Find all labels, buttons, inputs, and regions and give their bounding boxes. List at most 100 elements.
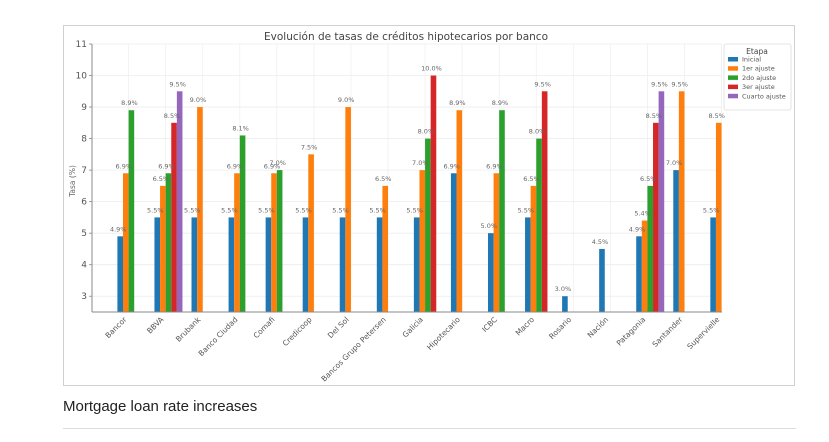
grid <box>92 43 722 312</box>
y-tick-label: 5 <box>81 229 87 239</box>
x-tick-label: Bancos Grupo Petersen <box>319 315 388 384</box>
bar-del-sol-0 <box>339 217 346 312</box>
bar-value-label: 5.4% <box>634 210 651 218</box>
bar-value-label: 6.9% <box>116 162 133 170</box>
bar-value-label: 9.0% <box>190 96 207 104</box>
bars <box>117 75 722 312</box>
bar-macro-0 <box>525 217 531 312</box>
bar-value-label: 4.9% <box>629 225 646 233</box>
bar-bbva-0 <box>154 217 161 312</box>
bar-credicoop-1 <box>308 154 314 312</box>
bar-value-label: 9.0% <box>338 96 355 104</box>
bar-value-label: 8.5% <box>708 112 725 120</box>
bar-value-label: 8.0% <box>418 128 435 136</box>
bar-value-label: 5.0% <box>481 222 498 230</box>
bar-value-label: 5.5% <box>184 206 201 214</box>
bar-icbc-2 <box>499 110 505 312</box>
bar-del-sol-1 <box>345 107 351 312</box>
x-tick-label: Macro <box>514 315 537 338</box>
bar-value-label: 5.5% <box>703 206 720 214</box>
figure-frame: 4.9% 6.9% 8.9% 5.5% 6.5% 6.9% 8.5% 9.5% 5.5% 9.0%… <box>63 25 795 386</box>
bar-patagonia-0 <box>636 236 642 312</box>
bar-value-label: 3.0% <box>555 285 572 293</box>
x-tick-label: Hipotecario <box>425 315 462 352</box>
bar-bbva-2 <box>165 173 172 312</box>
legend-entry: Inicial <box>742 56 761 64</box>
bar-brubank-1 <box>197 107 203 312</box>
bar-value-label: 6.9% <box>443 162 460 170</box>
bar-santander-1 <box>678 91 685 312</box>
legend-swatch <box>728 84 738 90</box>
bar-value-label: 8.5% <box>646 112 663 120</box>
bar-banco-ciudad-1 <box>234 173 240 312</box>
bar-value-label: 6.9% <box>264 162 281 170</box>
x-tick-label: Santander <box>650 314 684 348</box>
bar-santander-0 <box>673 170 679 312</box>
bar-bancor-0 <box>117 236 123 312</box>
bar-value-label: 6.9% <box>158 162 175 170</box>
x-tick-label: BBVA <box>145 314 166 335</box>
y-tick-label: 10 <box>76 72 88 82</box>
bar-value-label: 6.5% <box>523 175 540 183</box>
bar-value-label: 4.9% <box>110 225 127 233</box>
legend-swatch <box>728 93 738 99</box>
bar-value-label: 5.5% <box>221 206 238 214</box>
y-axis-label: Tasa (%) <box>68 165 77 198</box>
x-tick-label: Bancor <box>103 314 129 340</box>
bar-value-label: 7.5% <box>301 143 318 151</box>
bar-credicoop-0 <box>302 217 309 312</box>
bar-value-label: 4.5% <box>592 238 609 246</box>
bar-icbc-0 <box>487 233 494 312</box>
legend-entry: 2do ajuste <box>742 74 776 82</box>
bar-supervielle-1 <box>715 122 722 312</box>
bar-patagonia-4 <box>658 91 665 312</box>
bar-value-label: 6.9% <box>227 162 244 170</box>
caption-divider <box>63 428 796 429</box>
bar-bancor-1 <box>123 173 129 312</box>
y-tick-label: 7 <box>81 166 87 176</box>
legend-entry: 1er ajuste <box>742 65 775 73</box>
bar-banco-ciudad-2 <box>239 135 246 312</box>
bar-galicia-1 <box>419 170 426 312</box>
x-tick-label: Galicia <box>401 315 425 339</box>
bar-galicia-3 <box>430 75 437 312</box>
bar-value-label: 7.0% <box>412 159 429 167</box>
y-tick-label: 4 <box>81 261 87 271</box>
bar-value-label: 5.5% <box>295 206 312 214</box>
bar-galicia-0 <box>413 217 420 312</box>
bar-value-label: 6.5% <box>375 175 392 183</box>
legend-entry: Cuarto ajuste <box>742 92 786 100</box>
legend-swatch <box>728 57 738 62</box>
bar-value-label: 8.0% <box>529 128 546 136</box>
bar-bancor-2 <box>128 110 135 312</box>
bar-value-label: 6.9% <box>486 162 503 170</box>
bar-value-label: 5.5% <box>369 206 386 214</box>
x-tick-label: Supervielle <box>685 315 721 351</box>
bar-bbva-4 <box>176 91 183 312</box>
legend-swatch <box>728 75 738 80</box>
bar-value-label: 8.9% <box>449 99 466 107</box>
bar-value-label: 9.5% <box>671 80 688 88</box>
bar-value-label: 6.5% <box>640 175 657 183</box>
bar-value-label: 9.5% <box>169 80 186 88</box>
bar-value-label: 5.5% <box>258 206 275 214</box>
bar-banco-ciudad-0 <box>228 217 235 312</box>
bar-value-label: 5.5% <box>406 206 423 214</box>
y-tick-label: 3 <box>81 292 87 302</box>
bar-patagonia-2 <box>647 185 654 312</box>
bar-labels: 4.9% 6.9% 8.9% 5.5% 6.5% 6.9% 8.5% 9.5% 5.5% 9.0%… <box>110 65 725 294</box>
bar-comafi-1 <box>271 173 277 312</box>
bar-value-label: 8.9% <box>121 99 138 107</box>
bar-hipotecario-1 <box>456 110 463 312</box>
bar-nación-0 <box>599 248 605 312</box>
legend-box <box>723 43 792 111</box>
bar-comafi-2 <box>276 170 283 312</box>
bar-galicia-2 <box>425 138 431 312</box>
bar-value-label: 5.5% <box>518 206 535 214</box>
bar-bancos-grupo-petersen-0 <box>376 217 383 312</box>
x-tick-label: Banco Ciudad <box>197 315 240 358</box>
x-tick-label: ICBC <box>480 315 499 334</box>
bar-value-label: 8.5% <box>164 112 181 120</box>
chart-title: Evolución de tasas de créditos hipotecar… <box>264 31 548 43</box>
x-tick-label: Brubank <box>174 315 203 344</box>
